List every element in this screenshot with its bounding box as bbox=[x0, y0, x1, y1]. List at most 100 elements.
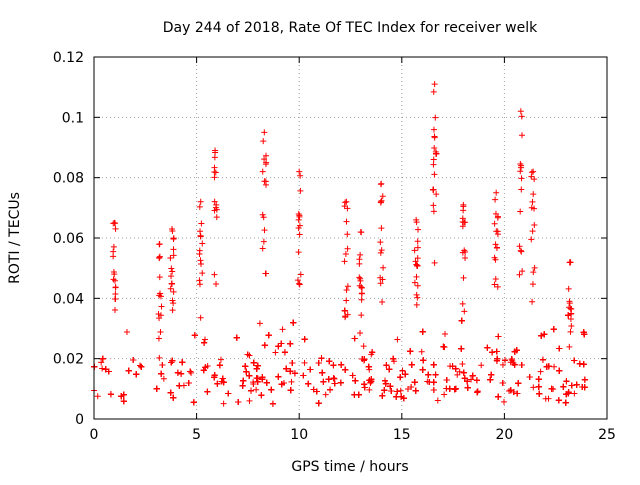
y-tick-label: 0 bbox=[75, 412, 84, 428]
data-point bbox=[296, 168, 303, 175]
data-point bbox=[581, 376, 588, 383]
data-point bbox=[174, 369, 181, 376]
data-point bbox=[179, 359, 186, 366]
data-point bbox=[430, 379, 437, 386]
data-point bbox=[213, 281, 220, 288]
data-point bbox=[474, 389, 481, 396]
data-point bbox=[138, 363, 145, 370]
data-point bbox=[110, 268, 117, 275]
data-point bbox=[260, 238, 267, 245]
data-point bbox=[118, 393, 125, 400]
data-point bbox=[379, 193, 386, 200]
data-point bbox=[507, 359, 514, 366]
data-point bbox=[341, 307, 348, 314]
data-point bbox=[402, 371, 409, 378]
y-tick-label: 0.04 bbox=[53, 291, 84, 307]
data-point bbox=[261, 342, 268, 349]
data-point bbox=[279, 326, 286, 333]
data-point bbox=[250, 381, 257, 388]
data-point bbox=[211, 169, 218, 176]
data-point bbox=[344, 245, 351, 252]
data-point bbox=[156, 354, 163, 361]
data-point bbox=[259, 245, 266, 252]
data-point bbox=[529, 198, 536, 205]
data-point bbox=[484, 344, 491, 351]
data-point bbox=[365, 363, 372, 370]
data-point bbox=[488, 371, 495, 378]
data-point bbox=[342, 366, 349, 373]
data-point bbox=[156, 274, 163, 281]
x-tick-label: 5 bbox=[192, 427, 201, 443]
data-point bbox=[359, 284, 366, 291]
data-point bbox=[397, 387, 404, 394]
data-point bbox=[344, 205, 351, 212]
data-point bbox=[502, 357, 509, 364]
data-point bbox=[290, 319, 297, 326]
data-point bbox=[319, 369, 326, 376]
data-point bbox=[431, 259, 438, 266]
data-point bbox=[212, 147, 219, 154]
data-point bbox=[156, 241, 163, 248]
data-point bbox=[516, 271, 523, 278]
data-point bbox=[199, 240, 206, 247]
data-point bbox=[529, 228, 536, 235]
data-point bbox=[382, 380, 389, 387]
data-point bbox=[430, 88, 437, 95]
data-point bbox=[199, 270, 206, 277]
data-point bbox=[378, 180, 385, 187]
data-point bbox=[358, 290, 365, 297]
data-point bbox=[530, 269, 537, 276]
data-point bbox=[431, 81, 438, 88]
data-point bbox=[408, 383, 415, 390]
data-point bbox=[190, 399, 197, 406]
data-point bbox=[397, 374, 404, 381]
data-point bbox=[414, 262, 421, 269]
data-point bbox=[217, 356, 224, 363]
y-tick-label: 0.1 bbox=[62, 110, 84, 126]
x-tick-label: 25 bbox=[598, 427, 616, 443]
data-point bbox=[493, 357, 500, 364]
data-point bbox=[341, 258, 348, 265]
data-point bbox=[125, 367, 132, 374]
data-point bbox=[567, 259, 574, 266]
data-point bbox=[198, 220, 205, 227]
data-point bbox=[461, 308, 468, 315]
data-point bbox=[387, 383, 394, 390]
data-point bbox=[412, 387, 419, 394]
data-point bbox=[511, 348, 518, 355]
data-point bbox=[519, 132, 526, 139]
data-point bbox=[581, 331, 588, 338]
data-point bbox=[197, 257, 204, 264]
data-point bbox=[168, 273, 175, 280]
data-point bbox=[169, 268, 176, 275]
data-point bbox=[565, 389, 572, 396]
data-point bbox=[310, 386, 317, 393]
data-point bbox=[111, 277, 118, 284]
data-point bbox=[491, 220, 498, 227]
data-points bbox=[91, 81, 588, 407]
data-point bbox=[278, 381, 285, 388]
data-point bbox=[579, 383, 586, 390]
data-point bbox=[390, 355, 397, 362]
data-point bbox=[239, 382, 246, 389]
data-point bbox=[493, 348, 500, 355]
data-point bbox=[443, 376, 450, 383]
data-point bbox=[123, 329, 130, 336]
data-point bbox=[330, 362, 337, 369]
data-point bbox=[259, 168, 266, 175]
data-point bbox=[136, 362, 143, 369]
data-point bbox=[258, 392, 265, 399]
data-point bbox=[325, 376, 332, 383]
data-point bbox=[394, 388, 401, 395]
data-point bbox=[263, 159, 270, 166]
data-point bbox=[243, 368, 250, 375]
y-axis-label: ROTI / TECUs bbox=[7, 192, 23, 284]
data-point bbox=[530, 168, 537, 175]
data-point bbox=[405, 385, 411, 392]
data-point bbox=[537, 368, 544, 375]
data-point bbox=[287, 340, 294, 347]
data-point bbox=[492, 241, 499, 248]
data-point bbox=[361, 381, 368, 388]
data-point bbox=[566, 343, 573, 350]
